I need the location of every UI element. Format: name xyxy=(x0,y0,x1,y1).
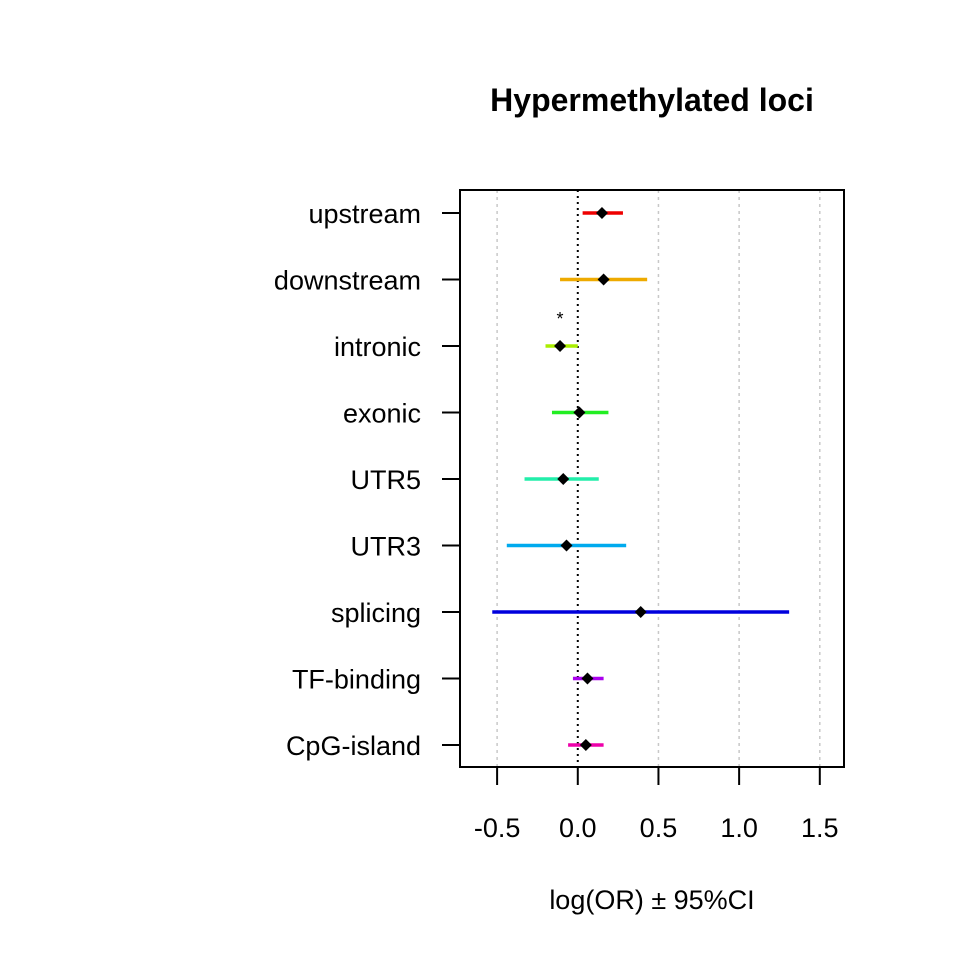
x-tick-label: 1.5 xyxy=(801,813,839,843)
estimate-point-utr3 xyxy=(560,539,573,552)
y-tick-label: exonic xyxy=(343,399,421,429)
estimate-point-downstream xyxy=(597,273,610,286)
plot-frame xyxy=(459,189,845,768)
grid-lines xyxy=(496,190,821,767)
confidence-intervals xyxy=(492,211,790,747)
significance-mark: * xyxy=(557,309,564,329)
y-tick-label: UTR3 xyxy=(350,532,421,562)
estimate-point-exonic xyxy=(573,406,586,419)
y-tick-label: TF-binding xyxy=(292,665,421,695)
x-tick-label: 1.0 xyxy=(720,813,758,843)
estimate-point-upstream xyxy=(595,207,608,219)
chart-title: Hypermethylated loci xyxy=(490,82,814,118)
y-tick-label: UTR5 xyxy=(350,465,421,495)
estimate-point-tf-binding xyxy=(581,672,594,685)
y-tick-label: CpG-island xyxy=(286,731,421,761)
y-tick-label: downstream xyxy=(274,266,421,296)
x-axis-label: log(OR) ± 95%CI xyxy=(549,885,754,915)
estimate-point-cpg-island xyxy=(579,739,592,751)
x-tick-label: 0.5 xyxy=(640,813,678,843)
y-tick-label: intronic xyxy=(334,332,421,362)
y-axis: upstream downstream intronic exonic UTR5 UTR3… xyxy=(274,199,460,761)
y-tick-label: upstream xyxy=(308,199,421,229)
estimate-point-splicing xyxy=(634,606,647,618)
estimate-point-utr5 xyxy=(557,473,570,485)
x-axis: -0.5 0.0 0.5 1.0 1.5 xyxy=(474,766,839,843)
significance-marks: * xyxy=(557,309,564,329)
estimate-points xyxy=(554,207,647,751)
estimate-point-intronic xyxy=(554,340,567,352)
x-tick-label: -0.5 xyxy=(474,813,521,843)
x-tick-label: 0.0 xyxy=(559,813,597,843)
y-tick-label: splicing xyxy=(331,598,421,628)
